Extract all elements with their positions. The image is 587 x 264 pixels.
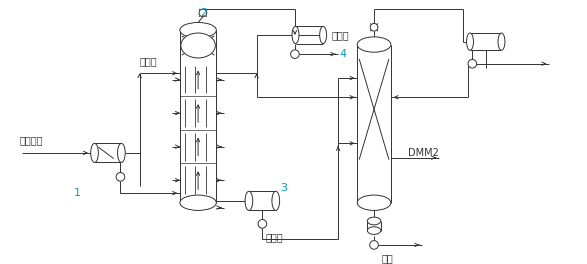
Ellipse shape — [292, 26, 299, 44]
Text: 产品: 产品 — [382, 253, 393, 263]
Ellipse shape — [272, 191, 279, 210]
Ellipse shape — [367, 227, 381, 234]
Text: DMM2: DMM2 — [408, 148, 439, 158]
Text: 2: 2 — [200, 8, 207, 18]
Circle shape — [468, 59, 477, 68]
Ellipse shape — [180, 195, 217, 210]
Circle shape — [370, 23, 378, 31]
Ellipse shape — [357, 37, 391, 52]
Ellipse shape — [498, 33, 505, 50]
Ellipse shape — [367, 217, 381, 225]
Circle shape — [291, 50, 299, 58]
Text: 甲缩醛: 甲缩醛 — [140, 56, 157, 66]
Ellipse shape — [180, 22, 217, 38]
Ellipse shape — [181, 33, 215, 58]
Text: 共沸物: 共沸物 — [332, 30, 349, 40]
Circle shape — [370, 241, 379, 249]
Ellipse shape — [91, 143, 99, 162]
Text: 4: 4 — [339, 49, 346, 59]
Text: 3: 3 — [280, 183, 287, 193]
Ellipse shape — [357, 195, 391, 210]
Circle shape — [116, 173, 125, 181]
Ellipse shape — [245, 191, 253, 210]
Ellipse shape — [320, 26, 326, 44]
Circle shape — [258, 220, 266, 228]
Circle shape — [199, 9, 207, 17]
Text: 反应液: 反应液 — [265, 232, 283, 242]
Ellipse shape — [467, 33, 474, 50]
Text: 甲醛气体: 甲醛气体 — [20, 135, 43, 145]
Text: 1: 1 — [74, 188, 81, 198]
Ellipse shape — [117, 143, 125, 162]
